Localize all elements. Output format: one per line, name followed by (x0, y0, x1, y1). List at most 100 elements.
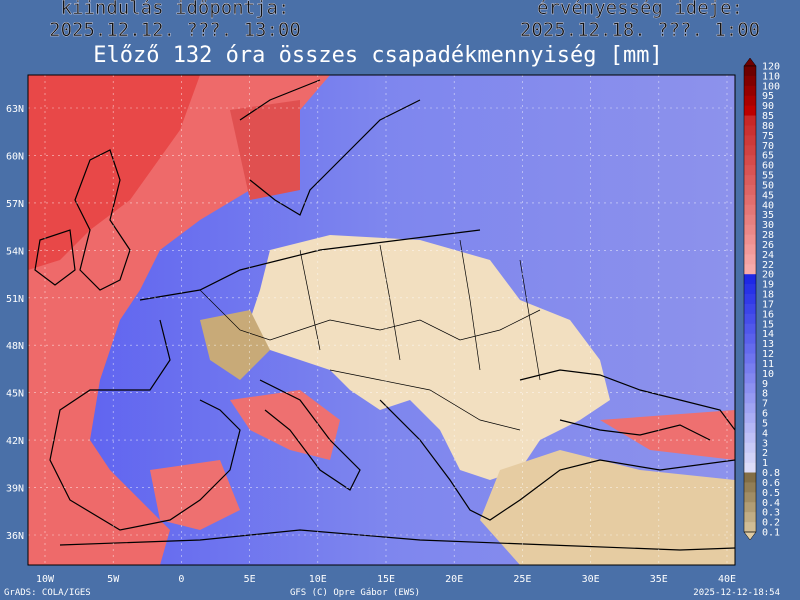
lat-label: 48N (6, 341, 24, 352)
heavy-precip-norway (230, 100, 300, 200)
dry-central-europe (250, 235, 610, 480)
colorbar-segment (744, 452, 756, 463)
lat-label: 63N (6, 104, 24, 115)
colorbar-segment (744, 204, 756, 216)
colorbar-segment (744, 512, 756, 523)
colorbar-segment (744, 522, 756, 533)
colorbar-label: 26 (762, 240, 774, 251)
colorbar-label: 70 (762, 141, 774, 152)
colorbar-segment (744, 502, 756, 513)
colorbar-label: 6 (762, 409, 768, 420)
lon-label: 35E (650, 574, 668, 585)
colorbar-segment (744, 264, 756, 275)
lon-label: 0 (178, 574, 184, 585)
balkan-coast (379, 399, 735, 521)
lon-label: 5W (107, 574, 120, 585)
colorbar-label: 80 (762, 121, 774, 132)
colorbar-label: 60 (762, 161, 774, 172)
map-frame (27, 74, 736, 566)
lon-label: 30E (582, 574, 600, 585)
colorbar-label: 110 (762, 71, 780, 82)
lon-label: 20E (445, 574, 463, 585)
colorbar-segment (744, 482, 756, 493)
colorbar-label: 0.1 (762, 528, 780, 539)
colorbar-label: 14 (762, 329, 774, 340)
colorbar-segment (744, 284, 756, 295)
colorbar-label: 85 (762, 111, 774, 122)
start-time: 2025.12.12. ???. 13:00 (49, 19, 301, 41)
colorbar-segment (744, 442, 756, 453)
colorbar-segment (744, 125, 756, 136)
colorbar-segment (744, 422, 756, 434)
colorbar-segment (744, 155, 756, 166)
graticule (28, 75, 735, 565)
colorbar-label: 120 (762, 62, 780, 73)
colorbar-label: 11 (762, 359, 774, 370)
black-sea-south-coast (559, 419, 711, 441)
colorbar-segment (744, 462, 756, 473)
lon-label: 40E (718, 574, 736, 585)
colorbar-segment (744, 145, 756, 156)
colorbar-label: 35 (762, 210, 774, 221)
dry-anatolia (480, 450, 735, 565)
colorbar-segment (744, 244, 756, 255)
colorbar-segment (744, 313, 756, 325)
colorbar-bottom-arrow (743, 531, 757, 541)
lat-label: 60N (6, 151, 24, 162)
colorbar-segment (744, 75, 756, 87)
lon-label: 15E (377, 574, 395, 585)
colorbar-segment (744, 85, 756, 97)
colorbar-label: 18 (762, 290, 774, 301)
colorbar-label: 8 (762, 389, 768, 400)
colorbar-segment (744, 194, 756, 206)
lat-label: 51N (6, 294, 24, 305)
lat-label: 36N (6, 531, 24, 542)
colorbar-label: 0.4 (762, 498, 780, 509)
lat-label: 39N (6, 484, 24, 495)
africa-coast (59, 529, 735, 551)
heavy-precip-italy (230, 390, 340, 460)
colorbar-segment (744, 224, 756, 235)
colorbar-label: 65 (762, 151, 774, 162)
border-3 (329, 369, 521, 431)
colorbar-segment (744, 214, 756, 225)
colorbar: 1201101009590858075706560555045403530282… (743, 57, 780, 541)
colorbar-label: 0.2 (762, 518, 780, 529)
colorbar-label: 24 (762, 250, 774, 261)
colorbar-label: 90 (762, 101, 774, 112)
colorbar-label: 95 (762, 91, 774, 102)
lon-label: 10W (36, 574, 55, 585)
colorbar-label: 10 (762, 369, 774, 380)
lon-labels: 10W 5W 0 5E 10E 15E 20E 25E 30E 35E 40E (36, 574, 736, 585)
colorbar-label: 75 (762, 131, 774, 142)
colorbar-segment (744, 373, 756, 384)
colorbar-label: 0.5 (762, 488, 780, 499)
colorbar-segment (744, 184, 756, 196)
britain-coast (74, 149, 131, 291)
heavy-precip-core (28, 75, 200, 270)
colorbar-label: 100 (762, 81, 780, 92)
colorbar-label: 20 (762, 270, 774, 281)
colorbar-segment (744, 105, 756, 116)
colorbar-segment (744, 343, 756, 354)
colorbar-segment (744, 175, 756, 186)
colorbar-segment (744, 403, 756, 414)
colorbar-segment (744, 115, 756, 126)
footer-right: 2025-12-12-18:54 (693, 588, 780, 598)
colorbar-label: 13 (762, 339, 774, 350)
colorbar-label: 0.3 (762, 508, 780, 519)
north-coast (139, 229, 481, 301)
valid-label: érvényesség ideje: (537, 0, 743, 19)
colorbar-label: 22 (762, 260, 774, 271)
colorbar-label: 9 (762, 379, 768, 390)
colorbar-label: 55 (762, 171, 774, 182)
colorbar-label: 17 (762, 299, 774, 310)
colorbar-segment (744, 294, 756, 305)
colorbar-label: 28 (762, 230, 774, 241)
colorbar-label: 30 (762, 220, 774, 231)
lon-label: 5E (244, 574, 256, 585)
valid-time: 2025.12.18. ???. 1:00 (520, 19, 760, 41)
map-title: Előző 132 óra összes csapadékmennyiség [… (93, 43, 663, 68)
lat-label: 57N (6, 199, 24, 210)
